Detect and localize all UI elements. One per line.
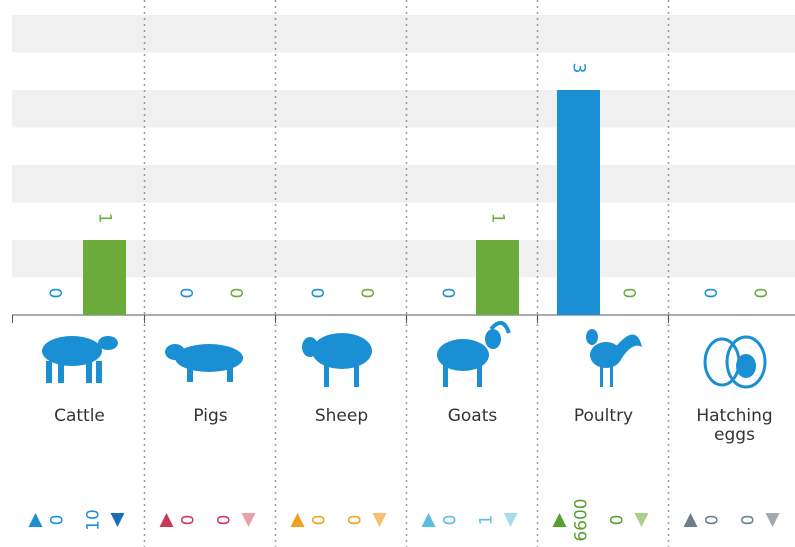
arrow-up bbox=[29, 513, 43, 527]
category-label: Sheep bbox=[294, 407, 390, 426]
eggs-icon bbox=[705, 337, 765, 387]
arrow-down bbox=[504, 513, 518, 527]
footer-value: 0 bbox=[310, 515, 330, 526]
sheep-icon bbox=[302, 333, 372, 387]
category-label: Pigs bbox=[163, 407, 259, 426]
category-label: Cattle bbox=[32, 407, 128, 426]
stripe bbox=[12, 53, 795, 91]
stripe bbox=[12, 240, 795, 278]
footer-value: 0 bbox=[608, 515, 628, 526]
value-label: 0 bbox=[45, 288, 65, 299]
value-label: 0 bbox=[438, 288, 458, 299]
category-label: Goats bbox=[425, 407, 521, 426]
value-label: 0 bbox=[176, 288, 196, 299]
value-label: 1 bbox=[488, 213, 508, 224]
bar bbox=[83, 240, 126, 315]
category-label: Poultry bbox=[556, 407, 652, 426]
stripe bbox=[12, 165, 795, 203]
footer-value: 0 bbox=[703, 515, 723, 526]
value-label: 0 bbox=[226, 288, 246, 299]
stripe bbox=[12, 15, 795, 53]
stripe bbox=[12, 278, 795, 316]
bar bbox=[476, 240, 519, 315]
stripe bbox=[12, 90, 795, 128]
arrow-up bbox=[160, 513, 174, 527]
footer-value: 0 bbox=[739, 515, 759, 526]
value-label: 0 bbox=[750, 288, 770, 299]
rooster-icon bbox=[586, 329, 642, 387]
arrow-down bbox=[766, 513, 780, 527]
footer-value: 1 bbox=[477, 515, 497, 526]
arrow-up bbox=[684, 513, 698, 527]
arrow-down bbox=[242, 513, 256, 527]
value-label: 3 bbox=[569, 63, 589, 74]
value-label: 1 bbox=[95, 213, 115, 224]
arrow-up bbox=[422, 513, 436, 527]
stripe bbox=[12, 128, 795, 166]
footer-value: 6600 bbox=[572, 498, 592, 541]
footer-value: 0 bbox=[441, 515, 461, 526]
footer-value: 10 bbox=[84, 509, 104, 531]
value-label: 0 bbox=[619, 288, 639, 299]
goat-icon bbox=[437, 323, 509, 387]
cattle-icon bbox=[42, 336, 118, 383]
infographic: 0101000000000010130660000000 CattlePigsS… bbox=[0, 0, 795, 547]
icons bbox=[42, 323, 765, 387]
arrow-up bbox=[291, 513, 305, 527]
arrow-down bbox=[111, 513, 125, 527]
pig-icon bbox=[165, 344, 243, 382]
footer-value: 0 bbox=[179, 515, 199, 526]
arrow-down bbox=[635, 513, 649, 527]
stripe bbox=[12, 203, 795, 241]
category-label: Hatching eggs bbox=[687, 407, 783, 445]
footer-value: 0 bbox=[48, 515, 68, 526]
value-label: 0 bbox=[357, 288, 377, 299]
footer-value: 0 bbox=[215, 515, 235, 526]
chart: 0101000000000010130660000000 bbox=[0, 0, 795, 547]
bar bbox=[557, 90, 600, 315]
arrow-down bbox=[373, 513, 387, 527]
value-label: 0 bbox=[700, 288, 720, 299]
footer-value: 0 bbox=[346, 515, 366, 526]
arrow-up bbox=[553, 513, 567, 527]
background bbox=[12, 15, 795, 315]
value-label: 0 bbox=[307, 288, 327, 299]
